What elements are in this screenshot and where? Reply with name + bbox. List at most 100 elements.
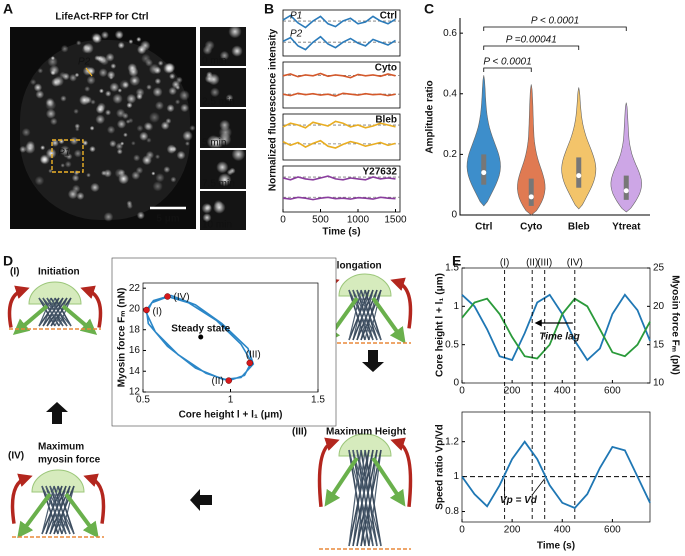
x-tick-label: 0 [280, 215, 286, 226]
time-label: 2.5 min [202, 97, 235, 108]
x-axis-label: Core height l + l₁ (μm) [179, 410, 283, 421]
spot [155, 173, 165, 183]
y-tick-label: 1 [453, 301, 459, 312]
cell-diagram [317, 273, 413, 344]
mesh-fiber [41, 485, 59, 535]
spot [218, 125, 233, 140]
spot [117, 41, 125, 49]
trace [282, 92, 396, 97]
y-tick-label: 1.2 [445, 436, 459, 447]
cap [31, 469, 85, 493]
flow-arrow [46, 402, 68, 424]
violin [517, 84, 546, 216]
spot [33, 83, 43, 92]
panel-letter: B [264, 1, 274, 17]
spot [50, 70, 56, 76]
spot [40, 145, 46, 151]
spot [225, 94, 234, 102]
spot [90, 99, 96, 105]
mesh-fiber [46, 297, 68, 327]
point-label: (II) [212, 376, 224, 387]
spot [21, 127, 31, 137]
scale-bar-label: 5 μm [156, 214, 179, 225]
cell-diagram [10, 469, 106, 539]
x-tick-label: 1.5 [311, 395, 325, 406]
spot [152, 86, 163, 98]
spot [51, 77, 61, 87]
pointer [85, 67, 93, 77]
iqr-box [528, 178, 534, 206]
stage-name: Maximum Height [326, 427, 407, 438]
iqr-box [576, 157, 582, 188]
mesh-fiber [53, 485, 75, 535]
axis-label: Myosin force Fₘ (nN) [117, 288, 128, 388]
median-dot [576, 173, 582, 179]
y2-tick-label: 10 [653, 378, 665, 389]
curl-arrow [10, 473, 33, 524]
spot [116, 119, 127, 129]
x-tick-label: 200 [504, 386, 521, 397]
spot-label: P2 [78, 57, 91, 68]
stage-name: Maximum [38, 442, 84, 453]
spot [76, 40, 82, 46]
mesh-fiber [352, 449, 374, 547]
axis-label: Myosin force Fₘ (pN) [669, 275, 680, 375]
spot [82, 44, 89, 51]
spot [168, 86, 177, 96]
cell-diagram [317, 433, 413, 550]
y-tick-label: 0.8 [445, 506, 459, 517]
force-arrow [12, 304, 49, 335]
spot [146, 84, 152, 90]
spot [127, 63, 138, 73]
spot [206, 135, 221, 149]
median-dot [481, 170, 487, 176]
x-axis-label: Time (s) [537, 541, 575, 552]
flow-arrow [190, 489, 212, 511]
stage-numeral: (III) [292, 427, 307, 438]
y-tick-label: 18 [129, 324, 141, 335]
spot [76, 192, 85, 201]
y-tick-label: 12 [129, 387, 141, 398]
spot [228, 24, 242, 39]
axis-label: Amplitude ratio [425, 80, 436, 153]
mesh-fiber [348, 449, 370, 547]
spot [163, 62, 175, 74]
spot [133, 154, 141, 162]
mesh-fiber [356, 289, 382, 341]
spot [152, 181, 163, 192]
stage-numeral: (I) [10, 267, 19, 278]
y-tick-label: 0 [453, 378, 459, 389]
spot [135, 87, 145, 97]
series-line [461, 293, 651, 362]
y-tick-label: 0.5 [445, 339, 459, 350]
spot [60, 44, 69, 53]
cap [338, 273, 392, 297]
y2-tick-label: 15 [653, 339, 665, 350]
y-tick-label: 1.5 [445, 263, 459, 274]
spot [166, 104, 175, 113]
panel-letter: E [452, 253, 461, 269]
micrograph-spots [19, 30, 196, 222]
spot [82, 140, 89, 146]
spot [45, 108, 56, 119]
subplot-label: Bleb [375, 115, 397, 126]
mesh-fiber [348, 289, 362, 341]
x-tick-label: 0 [459, 386, 465, 397]
event-label: (III) [537, 258, 552, 269]
cell-diagram [7, 281, 103, 335]
panel-letter: D [3, 253, 13, 269]
point-label: (IV) [174, 292, 190, 303]
mesh-fiber [38, 297, 52, 327]
mesh-fiber [38, 297, 60, 327]
stage-point [246, 359, 253, 367]
event-label: (II) [526, 258, 538, 269]
spot [84, 85, 91, 92]
spot [141, 53, 151, 64]
violin [466, 75, 501, 207]
mesh-fiber [41, 485, 63, 535]
axis-label: Normalized fluorescence intensity [268, 28, 279, 191]
spot [143, 121, 153, 131]
spot [175, 99, 181, 105]
flow-arrow [362, 350, 384, 372]
spot [109, 140, 117, 148]
